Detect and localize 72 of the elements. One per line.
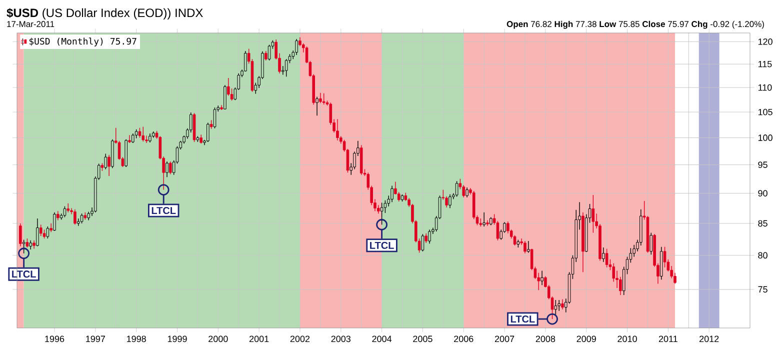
candlestick [605, 248, 608, 268]
candlestick [111, 138, 114, 168]
annotation: LTCL [370, 242, 394, 249]
x-tick-label: 2007 [494, 336, 514, 342]
candlestick [322, 92, 326, 105]
x-tick-label: 2000 [208, 336, 228, 342]
candlestick [206, 122, 210, 142]
x-tick-label: 2001 [250, 336, 269, 342]
x-tick-label: 1997 [86, 336, 105, 342]
chart-subtitle: 17-Mar-2011 [7, 21, 54, 28]
x-tick-label: 2009 [576, 336, 596, 342]
y-tick-label: 115 [758, 60, 772, 68]
candlestick [192, 112, 196, 142]
x-tick-label: 2005 [413, 336, 432, 342]
legend-label: $USD (Monthly) 75.97 [29, 38, 136, 46]
candlestick [540, 270, 544, 286]
candlestick [640, 208, 642, 246]
candlestick [482, 212, 486, 227]
candlestick [602, 247, 605, 262]
annotation: LTCL [510, 315, 535, 323]
candlestick [226, 78, 230, 96]
annotation: LTCL [12, 270, 36, 278]
x-tick-label: 2004 [372, 336, 392, 342]
candlestick [390, 185, 394, 202]
candlestick [87, 211, 90, 221]
y-tick-label: 90 [758, 190, 768, 196]
y-tick-label: 105 [758, 108, 772, 116]
y-tick-label: 120 [758, 38, 772, 45]
annotation: LTCL [152, 206, 176, 214]
candlestick [264, 50, 268, 61]
candlestick [166, 161, 168, 178]
y-tick-label: 85 [758, 220, 768, 227]
candlestick [128, 134, 131, 144]
x-tick-label: 2006 [454, 336, 474, 342]
chart-title: $USD (US Dollar Index (EOD)) INDX [6, 8, 203, 20]
x-tick-label: 2011 [658, 336, 678, 342]
candlestick [527, 240, 530, 254]
x-tick-label: 2002 [290, 336, 310, 342]
y-tick-label: 80 [758, 252, 768, 259]
x-tick-label: 1996 [45, 336, 64, 342]
candlestick [53, 212, 56, 231]
x-tick-label: 2010 [618, 336, 637, 342]
candlestick [316, 96, 318, 116]
x-tick-label: 1999 [168, 336, 187, 342]
y-tick-label: 110 [758, 84, 772, 91]
y-tick-label: 100 [758, 134, 772, 141]
candlestick [295, 38, 298, 56]
candlestick [148, 133, 152, 143]
candlestick [132, 133, 134, 144]
candlestick [244, 50, 247, 72]
y-tick-label: 75 [758, 286, 768, 293]
x-tick-label: 2012 [700, 336, 719, 342]
candlestick [592, 194, 595, 234]
candlestick [36, 218, 39, 246]
candlestick [66, 202, 70, 213]
candlestick [428, 229, 431, 244]
candlestick [558, 300, 560, 312]
candlestick [353, 151, 356, 170]
candlestick [360, 144, 363, 176]
candlestick [466, 187, 468, 198]
candlestick [224, 84, 226, 110]
candlestick [424, 233, 428, 244]
x-tick-label: 2003 [331, 336, 350, 342]
candlestick [230, 88, 234, 101]
candlestick [448, 194, 452, 208]
x-tick-label: 1998 [127, 336, 146, 342]
x-tick-label: 2008 [536, 336, 556, 342]
candlestick [632, 244, 636, 258]
text: Open 76.82 High 77.38 Low 75.85 Close 75.97 Chg -0.92 (-1.20%) [506, 20, 764, 29]
y-tick-label: 95 [758, 162, 768, 168]
candlestick [220, 104, 223, 110]
candlestick [490, 216, 492, 226]
